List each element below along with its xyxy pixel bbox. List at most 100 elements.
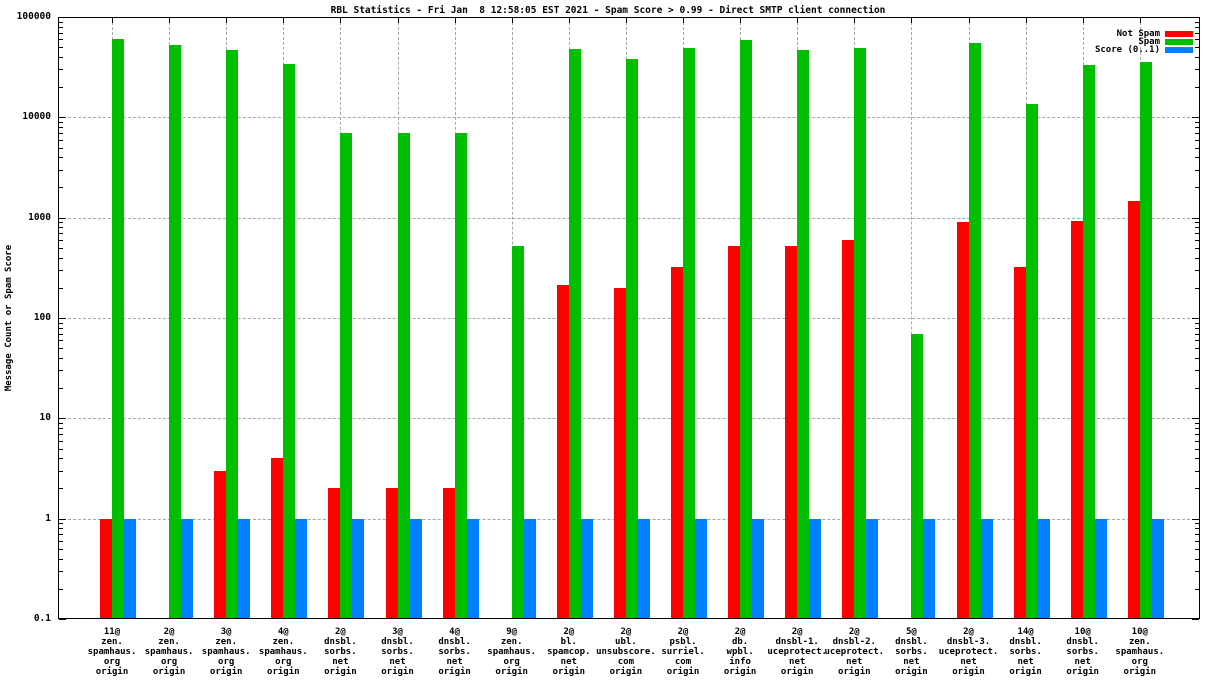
- x-category-label-12: 2@ dnsbl-1. uceprotect. net origin: [737, 627, 857, 677]
- x-category-label-line: 3@: [220, 627, 232, 637]
- y-minor-tick: [1195, 388, 1199, 390]
- x-category-label-line: sorbs.: [895, 647, 928, 657]
- y-minor-tick: [59, 327, 63, 329]
- y-minor-tick: [59, 558, 63, 560]
- x-category-label-2: 3@ zen. spamhaus. org origin: [166, 627, 286, 677]
- x-category-label-line: dnsbl.: [438, 637, 471, 647]
- y-minor-tick: [59, 21, 63, 23]
- bar-not-spam-18: [1127, 201, 1140, 618]
- x-category-label-line: sorbs.: [324, 647, 357, 657]
- x-category-label-line: bl.: [560, 637, 577, 647]
- y-minor-tick: [1195, 528, 1199, 530]
- x-category-label-line: origin: [780, 667, 814, 677]
- bar-not-spam-9: [613, 287, 626, 618]
- legend-swatch-not-spam: [1165, 31, 1193, 37]
- x-tick-1: [169, 18, 171, 23]
- x-category-label-line: 2@: [963, 627, 974, 637]
- x-category-label-0: 11@ zen. spamhaus. org origin: [52, 627, 172, 677]
- x-category-label-line: 2@: [334, 627, 346, 637]
- x-category-label-line: spamhaus.: [144, 647, 194, 657]
- y-minor-tick: [1195, 222, 1199, 224]
- x-category-label-line: net: [1017, 657, 1034, 667]
- y-minor-tick: [59, 121, 63, 123]
- x-category-label-line: uceprotect.: [824, 647, 885, 657]
- bar-spam-12: [797, 49, 810, 618]
- y-major-tick: [1192, 217, 1199, 219]
- x-category-label-line: origin: [666, 667, 700, 677]
- y-minor-tick: [1195, 287, 1199, 289]
- bar-score-0-1--4: [352, 518, 365, 618]
- y-minor-tick: [1195, 32, 1199, 34]
- bar-score-0-1--14: [923, 518, 936, 618]
- x-category-label-line: 3@: [392, 627, 403, 637]
- bar-not-spam-17: [1070, 220, 1083, 618]
- bar-spam-14: [911, 333, 924, 618]
- x-category-label-16: 14@ dnsbl. sorbs. net origin: [966, 627, 1086, 677]
- x-category-label-line: spamhaus.: [487, 647, 537, 657]
- bar-score-0-1--12: [809, 518, 822, 618]
- y-minor-tick: [59, 322, 63, 324]
- y-minor-tick: [59, 139, 63, 141]
- y-minor-tick: [1195, 69, 1199, 71]
- y-minor-tick: [59, 26, 63, 28]
- y-minor-tick: [59, 132, 63, 134]
- y-minor-tick: [1195, 534, 1199, 536]
- y-minor-tick: [59, 257, 63, 259]
- y-minor-tick: [59, 348, 63, 350]
- y-minor-tick: [1195, 121, 1199, 123]
- x-category-label-line: net: [446, 657, 463, 667]
- x-category-label-line: origin: [152, 667, 186, 677]
- x-tick-17: [1082, 18, 1084, 23]
- x-category-label-line: sorbs.: [381, 647, 414, 657]
- y-minor-tick: [1195, 588, 1199, 590]
- legend-entry-not-spam: Not Spam: [1095, 30, 1193, 39]
- legend-entry-spam: Spam: [1095, 38, 1193, 47]
- x-category-label-line: origin: [609, 667, 643, 677]
- x-category-label-4: 2@ dnsbl. sorbs. net origin: [280, 627, 400, 677]
- x-category-label-10: 2@ psbl. surriel. com origin: [623, 627, 743, 677]
- x-tick-13: [854, 18, 856, 23]
- y-minor-tick: [59, 222, 63, 224]
- bar-spam-0: [112, 39, 124, 618]
- x-category-label-line: db.: [731, 637, 749, 647]
- y-minor-tick: [59, 458, 63, 460]
- x-category-label-line: net: [960, 657, 977, 667]
- x-tick-18: [1139, 18, 1141, 23]
- y-minor-tick: [59, 233, 63, 235]
- y-minor-tick: [59, 548, 63, 550]
- x-category-label-line: 14@: [1017, 627, 1034, 637]
- y-major-tick: [1192, 418, 1199, 420]
- y-minor-tick: [1195, 488, 1199, 490]
- bar-spam-3: [283, 64, 296, 618]
- y-minor-tick: [1195, 422, 1199, 424]
- y-minor-tick: [59, 69, 63, 71]
- bar-score-0-1--8: [580, 518, 593, 618]
- y-minor-tick: [1195, 39, 1199, 41]
- x-category-label-13: 2@ dnsbl-2. uceprotect. net origin: [794, 627, 914, 677]
- bar-spam-10: [683, 48, 695, 618]
- x-category-label-line: origin: [1066, 667, 1099, 677]
- bar-spam-5: [397, 132, 410, 618]
- x-category-label-line: spamhaus.: [258, 647, 308, 657]
- y-major-tick: [59, 318, 66, 319]
- x-tick-4: [340, 18, 342, 23]
- bar-not-spam-2: [214, 470, 227, 618]
- x-category-label-line: spamcop.: [547, 647, 591, 657]
- y-tick-label-1000: 1000: [28, 211, 51, 223]
- y-minor-tick: [1195, 257, 1199, 259]
- x-category-label-line: 2@: [563, 627, 575, 637]
- x-category-label-line: zen.: [215, 637, 238, 647]
- bar-score-0-1--11: [752, 518, 765, 618]
- x-category-label-line: uceprotect.: [938, 647, 999, 657]
- bar-not-spam-3: [271, 458, 284, 618]
- bar-spam-6: [454, 132, 467, 618]
- x-category-label-line: dnsbl-1.: [775, 637, 819, 647]
- y-minor-tick: [59, 47, 63, 49]
- x-category-label-line: info: [729, 657, 751, 667]
- x-category-label-11: 2@ db. wpbl. info origin: [680, 627, 800, 677]
- y-minor-tick: [59, 39, 63, 41]
- x-category-label-line: origin: [381, 667, 414, 677]
- x-category-label-line: net: [1074, 657, 1091, 667]
- y-tick-label-10: 10: [39, 412, 51, 424]
- chart-title: RBL Statistics - Fri Jan 8 12:58:05 EST …: [330, 5, 886, 16]
